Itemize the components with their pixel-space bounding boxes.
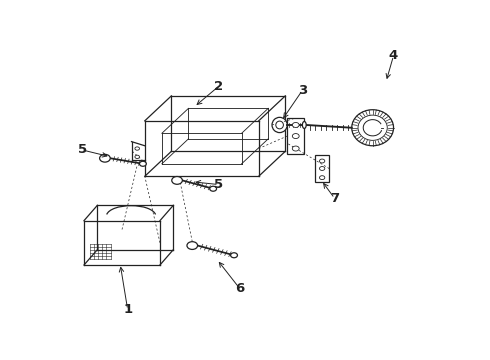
Text: 5: 5: [77, 143, 87, 157]
Circle shape: [319, 159, 325, 163]
Text: 2: 2: [214, 80, 223, 93]
FancyBboxPatch shape: [315, 156, 329, 182]
Text: 3: 3: [298, 84, 307, 97]
Text: 1: 1: [123, 303, 132, 316]
Text: 5: 5: [214, 178, 223, 191]
Ellipse shape: [276, 121, 283, 129]
FancyBboxPatch shape: [287, 118, 304, 154]
Circle shape: [172, 176, 182, 184]
Text: 7: 7: [330, 192, 339, 205]
Circle shape: [187, 242, 197, 249]
Circle shape: [293, 122, 299, 127]
Circle shape: [210, 186, 217, 191]
Circle shape: [293, 134, 299, 139]
Ellipse shape: [358, 115, 387, 140]
Circle shape: [319, 167, 325, 170]
Ellipse shape: [272, 117, 287, 132]
Circle shape: [135, 147, 140, 150]
Circle shape: [231, 253, 238, 258]
Text: 4: 4: [389, 49, 398, 62]
Ellipse shape: [302, 122, 306, 129]
Circle shape: [99, 154, 110, 162]
Ellipse shape: [352, 110, 393, 146]
Circle shape: [140, 161, 147, 166]
Text: 6: 6: [235, 282, 245, 295]
Circle shape: [319, 176, 325, 180]
Circle shape: [135, 155, 140, 158]
Circle shape: [293, 146, 299, 151]
